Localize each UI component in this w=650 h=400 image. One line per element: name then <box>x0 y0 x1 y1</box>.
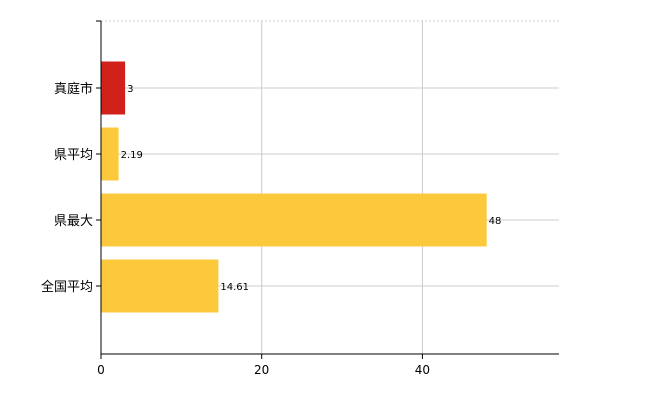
bar-2 <box>101 193 487 247</box>
data-label-0: 3 <box>127 84 133 95</box>
bars <box>101 61 487 313</box>
category-label-0: 真庭市 <box>54 81 93 97</box>
data-label-3: 14.61 <box>220 282 249 293</box>
bar-1 <box>101 127 119 181</box>
x-tick-label-2: 40 <box>415 363 430 377</box>
category-label-1: 県平均 <box>54 148 93 163</box>
axes <box>96 20 559 359</box>
x-tick-label-0: 0 <box>97 363 105 377</box>
data-label-2: 48 <box>489 216 502 227</box>
category-label-3: 全国平均 <box>41 279 93 295</box>
x-tick-label-1: 20 <box>254 363 269 377</box>
category-label-2: 県最大 <box>54 214 93 229</box>
bar-0 <box>101 61 126 115</box>
data-label-1: 2.19 <box>121 150 143 161</box>
bar-3 <box>101 259 219 313</box>
